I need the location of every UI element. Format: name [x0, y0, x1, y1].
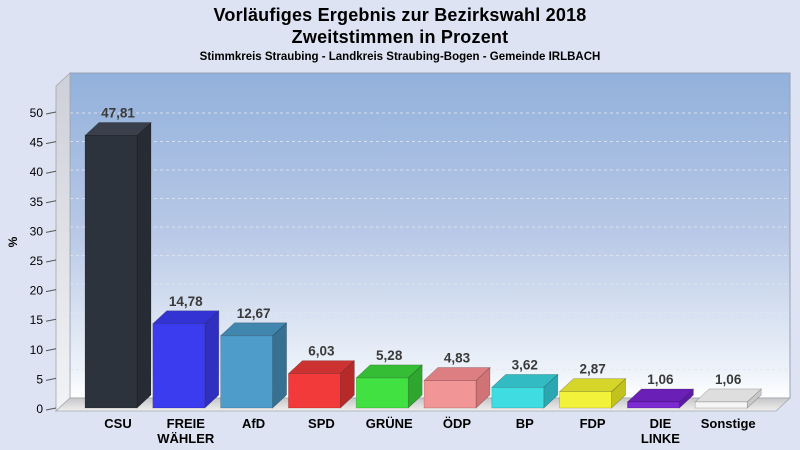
category-label-afd: AfD [242, 416, 265, 431]
y-tick-label-45: 45 [30, 136, 44, 150]
y-tick-label-0: 0 [36, 402, 43, 416]
y-tick-mark-20 [45, 289, 57, 293]
bar-side-face [272, 322, 287, 409]
chart-title-line2: Zweitstimmen in Prozent [291, 27, 509, 47]
y-tick-label-25: 25 [30, 254, 44, 268]
category-label-die-linke: DIE LINKE [641, 416, 680, 446]
category-label-gr-ne: GRÜNE [366, 416, 413, 431]
bar-front-face [627, 401, 680, 409]
bar-front-face [84, 135, 138, 409]
axis-wall [55, 72, 71, 412]
y-tick-label-40: 40 [30, 165, 44, 179]
bar-value-label: 5,28 [376, 348, 403, 363]
y-tick-label-35: 35 [30, 195, 44, 209]
bar-front-face [423, 380, 477, 409]
bar-side-face [136, 121, 152, 409]
bar-group-freie-w-hler: 14,78 FREIE WÄHLER [152, 294, 220, 446]
bar-front-face [355, 377, 409, 409]
bar-group-spd: 6,03 SPD [287, 344, 356, 431]
y-tick-mark-15 [45, 318, 57, 322]
category-label-freie-w-hler: FREIE WÄHLER [157, 416, 215, 446]
category-label-dp: ÖDP [443, 416, 472, 431]
bar-front-face [694, 401, 748, 409]
bar-front-face [152, 323, 206, 409]
category-label-csu: CSU [104, 416, 131, 431]
y-tick-mark-45 [45, 141, 57, 145]
y-tick-label-5: 5 [36, 372, 43, 386]
bar-group-afd: 12,67 AfD [219, 306, 288, 431]
bar-side-face [204, 310, 220, 409]
category-label-bp: BP [516, 416, 534, 431]
bar-front-face [220, 335, 273, 409]
bar-front-face [288, 373, 341, 409]
y-tick-mark-0 [45, 407, 57, 411]
y-tick-label-10: 10 [30, 343, 44, 357]
y-tick-label-15: 15 [30, 313, 44, 327]
bar-value-label: 6,03 [308, 344, 335, 359]
bar-group-sonstige: 1,06 Sonstige [694, 372, 762, 431]
bar-group-fdp: 2,87 FDP [558, 362, 627, 431]
y-tick-label-50: 50 [30, 106, 44, 120]
bar-value-label: 12,67 [237, 306, 271, 321]
chart-subtitle: Stimmkreis Straubing - Landkreis Straubi… [199, 51, 601, 63]
bar-front-face [491, 387, 545, 409]
category-label-sonstige: Sonstige [701, 416, 756, 431]
bar-value-label: 2,87 [579, 362, 605, 377]
bar-front-face [559, 391, 612, 409]
bar-group-die-linke: 1,06 DIE LINKE [626, 372, 695, 446]
chart-header: Vorläufiges Ergebnis zur Bezirkswahl 201… [0, 4, 800, 63]
bar-value-label: 3,62 [512, 357, 538, 372]
y-tick-label-20: 20 [30, 284, 44, 298]
bar-group-dp: 4,83 ÖDP [423, 350, 491, 431]
y-tick-mark-35 [45, 200, 57, 204]
y-axis-label: % [6, 236, 20, 247]
y-tick-label-30: 30 [30, 224, 44, 238]
y-tick-mark-25 [45, 259, 57, 263]
y-tick-mark-50 [45, 111, 57, 115]
bar-group-bp: 3,62 BP [491, 357, 559, 431]
category-label-spd: SPD [308, 416, 335, 431]
bar-value-label: 4,83 [444, 350, 471, 365]
y-tick-mark-5 [45, 377, 57, 381]
category-label-fdp: FDP [580, 416, 606, 431]
y-tick-mark-30 [45, 229, 57, 233]
bar-value-label: 47,81 [101, 105, 135, 120]
bar-group-gr-ne: 5,28 GRÜNE [355, 348, 423, 431]
bar-group-csu: 47,81 CSU [84, 105, 152, 431]
chart-title-line1: Vorläufiges Ergebnis zur Bezirkswahl 201… [213, 5, 587, 25]
bar-value-label: 1,06 [647, 372, 674, 387]
bar-value-label: 1,06 [715, 372, 742, 387]
y-tick-mark-40 [45, 170, 57, 174]
bar-value-label: 14,78 [169, 294, 203, 309]
y-tick-mark-10 [45, 348, 57, 352]
